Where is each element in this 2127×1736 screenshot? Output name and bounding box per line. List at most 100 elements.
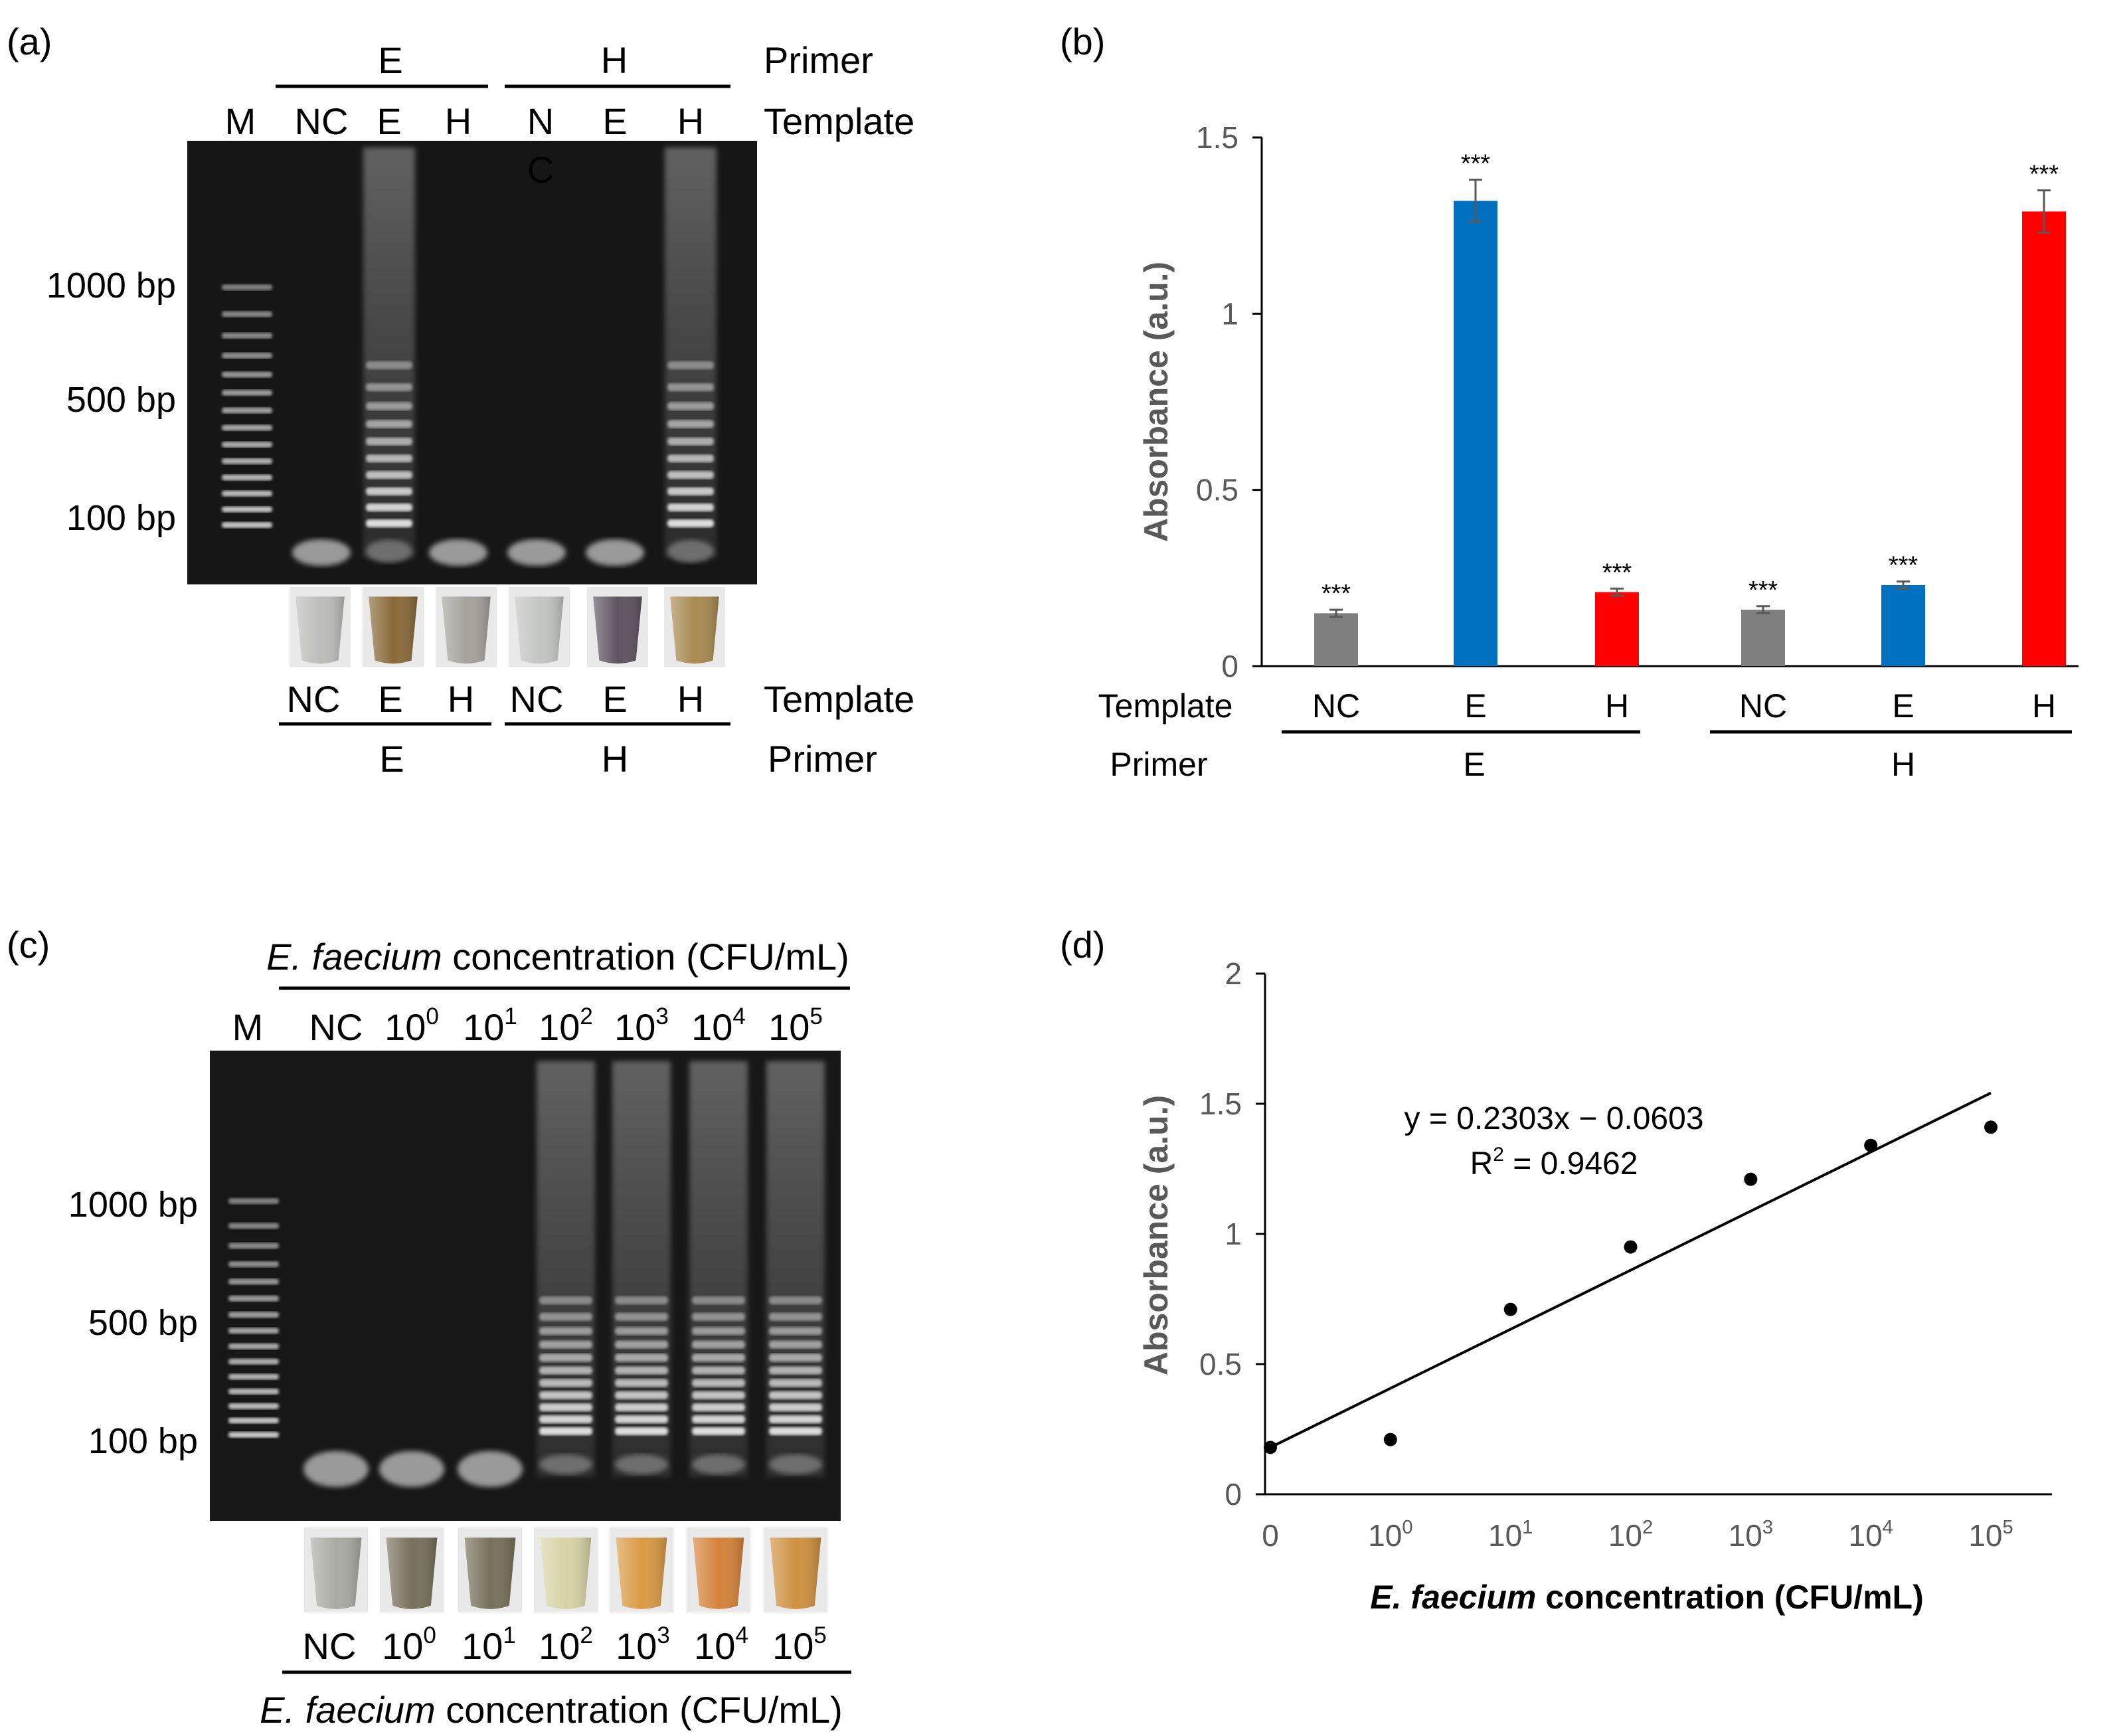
lamp-band bbox=[667, 487, 714, 495]
ladder-band bbox=[222, 441, 272, 448]
primer-dimer-band bbox=[366, 540, 412, 563]
lamp-band bbox=[667, 420, 714, 428]
panel-b-chart: 00.511.5***NC***E***H***NC***E***HE H bbox=[1196, 120, 2079, 783]
panel-c-bottom-lane-label: 105 bbox=[772, 1622, 827, 1667]
panel-a-bottom-primer-e: E bbox=[379, 738, 404, 780]
panel-a-bottom-template-label: Template bbox=[764, 678, 914, 720]
lamp-band bbox=[366, 420, 412, 428]
panel-b-significance: *** bbox=[1748, 576, 1778, 604]
panel-c-lane-label: 102 bbox=[539, 1003, 593, 1048]
panel-b-y-tick-label: 1.5 bbox=[1196, 120, 1238, 155]
lamp-band bbox=[667, 471, 714, 479]
lamp-band bbox=[539, 1403, 592, 1412]
lamp-band bbox=[769, 1296, 822, 1304]
lamp-smear bbox=[665, 147, 717, 558]
panel-b-bar bbox=[2022, 211, 2066, 666]
lamp-band bbox=[615, 1327, 668, 1336]
panel-c-bottom-lane-label: 100 bbox=[382, 1622, 436, 1667]
lamp-band bbox=[615, 1415, 668, 1424]
lamp-band bbox=[769, 1427, 822, 1435]
panel-c-bp-500: 500 bp bbox=[88, 1303, 198, 1343]
panel-d-data-point bbox=[1264, 1440, 1277, 1454]
panel-c-footer: E. faecium concentration (CFU/mL) bbox=[260, 1689, 843, 1731]
lamp-band bbox=[539, 1353, 592, 1362]
ladder-band bbox=[228, 1358, 279, 1365]
lamp-band bbox=[667, 454, 714, 463]
tube-highlight bbox=[693, 1537, 744, 1609]
panel-d-ylabel: Absorbance (a.u.) bbox=[1138, 1095, 1175, 1375]
panel-b-template-label: E bbox=[1892, 687, 1914, 725]
lamp-band bbox=[692, 1340, 745, 1349]
panel-d-x-tick-label: 101 bbox=[1488, 1517, 1533, 1553]
ladder-band bbox=[228, 1243, 279, 1249]
panel-c-lane-label: 104 bbox=[691, 1003, 746, 1048]
lamp-band bbox=[366, 437, 412, 446]
ladder-band bbox=[222, 424, 272, 431]
lamp-band bbox=[692, 1353, 745, 1362]
panel-c-lane-label: 101 bbox=[463, 1003, 517, 1048]
ladder-band bbox=[222, 352, 272, 359]
lamp-smear bbox=[537, 1061, 595, 1478]
primer-dimer-band bbox=[507, 539, 566, 566]
panel-d-x-tick-label: 103 bbox=[1729, 1517, 1773, 1553]
panel-b-bar bbox=[1314, 613, 1358, 666]
lamp-smear bbox=[612, 1061, 671, 1478]
lamp-band bbox=[769, 1403, 822, 1412]
tube-highlight bbox=[616, 1537, 667, 1609]
gel-a-bands bbox=[222, 147, 717, 566]
lamp-band bbox=[667, 519, 714, 527]
lamp-band bbox=[366, 454, 412, 463]
lamp-band bbox=[539, 1415, 592, 1424]
panel-b-bar bbox=[1595, 592, 1639, 666]
panel-b-significance: *** bbox=[2029, 161, 2059, 189]
lamp-band bbox=[692, 1427, 745, 1435]
lamp-band bbox=[539, 1340, 592, 1349]
ladder-band bbox=[228, 1312, 279, 1318]
panel-b-template-label: H bbox=[2032, 687, 2056, 725]
lamp-smear bbox=[363, 147, 415, 558]
lamp-band bbox=[692, 1366, 745, 1375]
ladder-band bbox=[222, 522, 272, 528]
ladder-band bbox=[228, 1403, 279, 1409]
panel-d-x-tick-label: 100 bbox=[1368, 1517, 1412, 1553]
lamp-band bbox=[769, 1415, 822, 1424]
panel-a-lane-e: E bbox=[377, 100, 401, 142]
gel-a bbox=[187, 141, 757, 584]
panel-d-y-tick-label: 1.5 bbox=[1199, 1086, 1242, 1121]
panel-b-significance: *** bbox=[1602, 559, 1632, 586]
lamp-band bbox=[366, 383, 412, 391]
ladder-band bbox=[222, 371, 272, 378]
lamp-band bbox=[366, 487, 412, 495]
primer-dimer-band bbox=[458, 1451, 523, 1487]
ladder-band bbox=[228, 1261, 279, 1268]
panel-c-bp-100: 100 bp bbox=[88, 1421, 198, 1461]
panel-c-lane-label: 103 bbox=[614, 1003, 669, 1048]
panel-d-xlabel: E. faecium concentration (CFU/mL) bbox=[1370, 1579, 1923, 1616]
panel-d-x-tick-label: 102 bbox=[1608, 1517, 1653, 1553]
panel-b-significance: *** bbox=[1461, 150, 1491, 178]
lamp-band bbox=[539, 1379, 592, 1387]
panel-a-bottom-nc: NC bbox=[287, 678, 341, 720]
panel-b-primer-label: Primer bbox=[1110, 746, 1207, 783]
ladder-band bbox=[228, 1295, 279, 1302]
panel-a-bottom-primer-label: Primer bbox=[768, 738, 877, 780]
gel-c-bands bbox=[228, 1061, 825, 1487]
panel-c-bottom-lane-labels: NC 100 101 102 103 104 105 bbox=[303, 1622, 827, 1667]
ladder-band bbox=[222, 284, 272, 290]
panel-d-data-point bbox=[1624, 1240, 1638, 1254]
tube-highlight bbox=[770, 1537, 821, 1609]
lamp-band bbox=[615, 1403, 668, 1412]
panel-a-label: (a) bbox=[7, 21, 52, 62]
panel-b-template-label: H bbox=[1605, 687, 1629, 725]
lamp-band bbox=[615, 1391, 668, 1399]
panel-d-y-tick-label: 0 bbox=[1225, 1477, 1242, 1512]
ladder-band bbox=[222, 407, 272, 414]
tube-highlight bbox=[464, 1537, 516, 1609]
tube-highlight bbox=[540, 1537, 592, 1609]
primer-dimer-band bbox=[769, 1454, 822, 1474]
panel-b: (b) Absorbance (a.u.) 0 0.5 1 1.5 *** NC *** E *… bbox=[1060, 21, 2079, 783]
lamp-band bbox=[366, 471, 412, 479]
lamp-band bbox=[539, 1391, 592, 1399]
tube-highlight bbox=[670, 596, 719, 664]
panel-d-equation: y = 0.2303x − 0.0603 bbox=[1404, 1101, 1703, 1136]
